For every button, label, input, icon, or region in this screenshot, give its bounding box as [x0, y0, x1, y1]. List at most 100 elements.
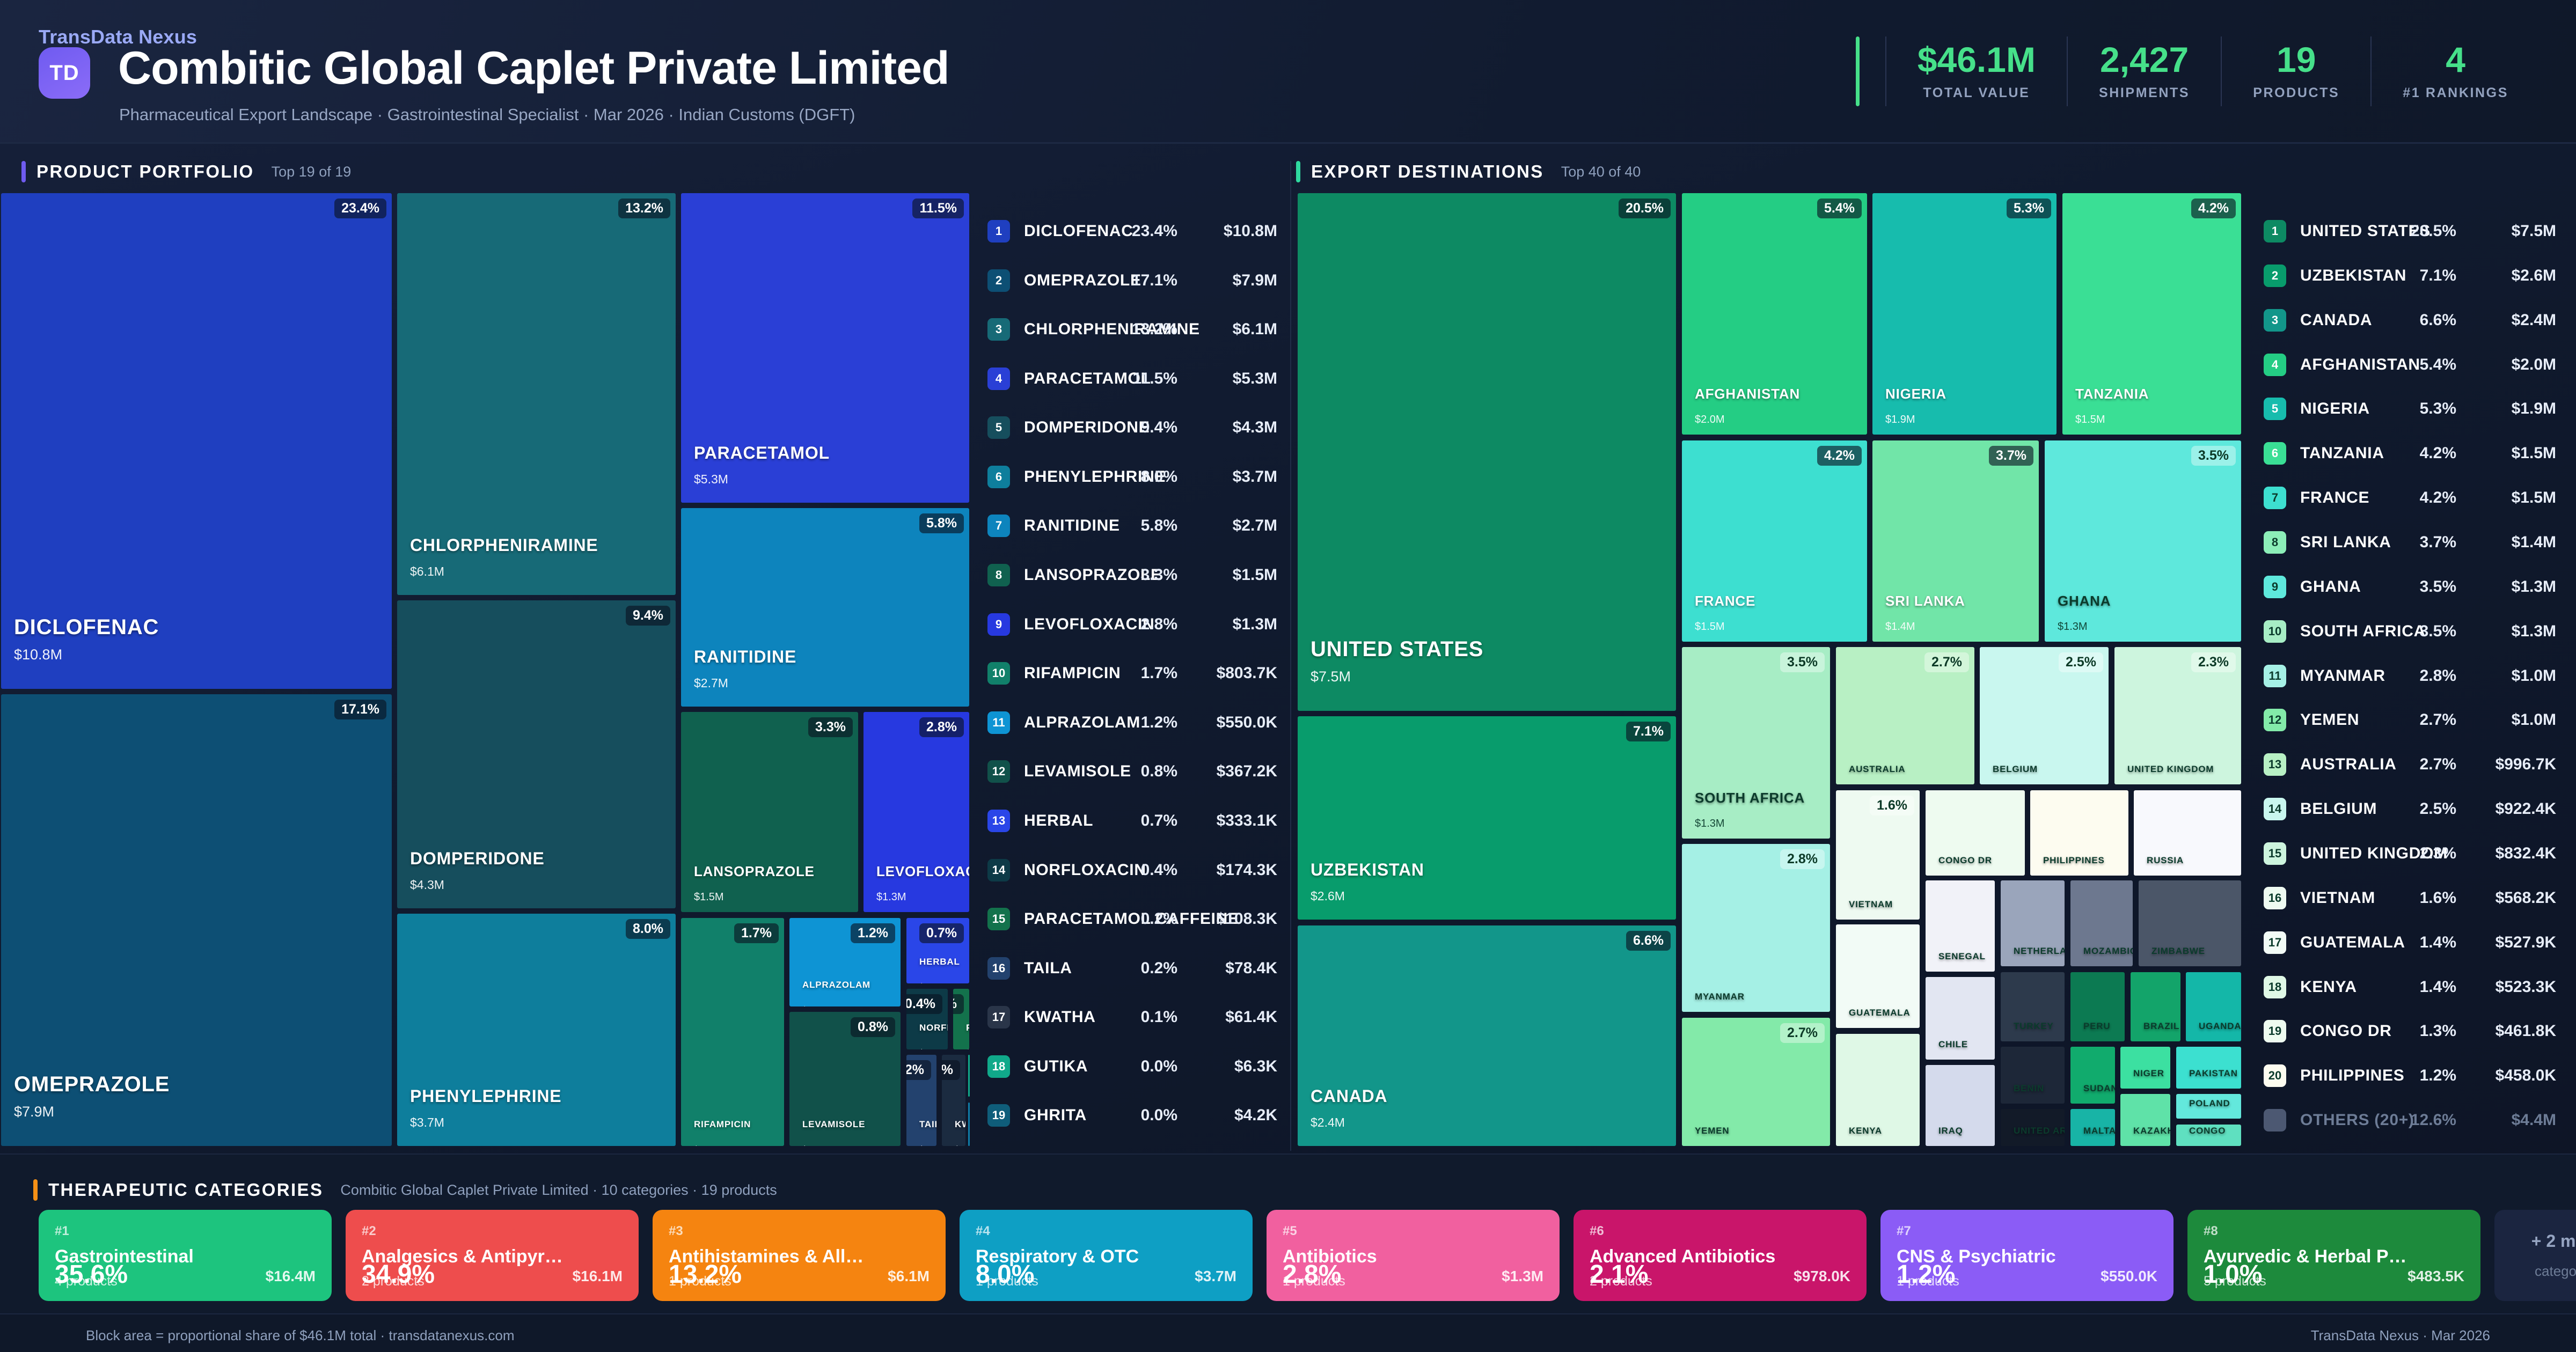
treemap-tile[interactable]: 1.2% ALPRAZOLAM $550.0K [789, 918, 901, 1006]
rank-row[interactable]: 4 PARACETAMOL 11.5% $5.3M [987, 362, 1277, 395]
more-categories-card[interactable]: + 2 more categories [2494, 1210, 2576, 1301]
treemap-tile[interactable]: 20.5% UNITED STATES $7.5M [1298, 193, 1676, 711]
rank-row[interactable]: 3 CANADA 6.6% $2.4M [2264, 304, 2556, 337]
rank-row[interactable]: 6 PHENYLEPHRINE 8.0% $3.7M [987, 460, 1277, 494]
rank-row[interactable]: 9 GHANA 3.5% $1.3M [2264, 570, 2556, 604]
treemap-tile[interactable]: 0.7% HERBAL $333.1K [906, 918, 969, 983]
rank-row[interactable]: 6 TANZANIA 4.2% $1.5M [2264, 437, 2556, 470]
treemap-tile[interactable]: IRAQ [1926, 1065, 1995, 1146]
rank-row[interactable]: 19 CONGO DR 1.3% $461.8K [2264, 1015, 2556, 1048]
destination-treemap[interactable]: 20.5% UNITED STATES $7.5M 7.1% UZBEKISTAN $2.… [1298, 193, 2243, 1148]
treemap-tile[interactable]: 2.3% UNITED KINGDOM [2114, 647, 2241, 784]
treemap-tile[interactable]: 2.7% YEMEN [1682, 1018, 1830, 1146]
rank-row[interactable]: 13 HERBAL 0.7% $333.1K [987, 804, 1277, 837]
rank-row[interactable]: 1 UNITED STATES 20.5% $7.5M [2264, 215, 2556, 248]
treemap-tile[interactable]: 0.0%GUTIKA$6.3K [968, 1055, 970, 1097]
rank-row[interactable]: 7 RANITIDINE 5.8% $2.7M [987, 509, 1277, 542]
treemap-tile[interactable]: 4.2% TANZANIA $1.5M [2062, 193, 2241, 435]
rank-row[interactable]: 20 PHILIPPINES 1.2% $458.0K [2264, 1059, 2556, 1092]
rank-row[interactable]: 8 LANSOPRAZOLE 3.3% $1.5M [987, 559, 1277, 592]
category-card[interactable]: #3 Antihistamines & All… 1 products 13.2% $6… [653, 1210, 946, 1301]
rank-row[interactable]: 15 UNITED KINGDOM 2.3% $832.4K [2264, 837, 2556, 870]
treemap-tile[interactable]: 3.5% GHANA $1.3M [2045, 440, 2241, 642]
category-card[interactable]: #5 Antibiotics 1 products 2.8% $1.3M [1267, 1210, 1560, 1301]
treemap-tile[interactable]: 0.2% PARACETAMOL … $108.3K [953, 989, 969, 1049]
treemap-tile[interactable]: TURKEY [2001, 972, 2065, 1041]
treemap-tile[interactable]: NIGER [2120, 1047, 2170, 1089]
treemap-tile[interactable]: 3.3% LANSOPRAZOLE $1.5M [681, 712, 858, 912]
treemap-tile[interactable]: GUATEMALA [1836, 924, 1920, 1028]
treemap-tile[interactable]: MALTA [2070, 1109, 2115, 1146]
treemap-tile[interactable]: SENEGAL [1926, 880, 1995, 972]
rank-row[interactable]: 8 SRI LANKA 3.7% $1.4M [2264, 526, 2556, 559]
rank-row[interactable]: 17 KWATHA 0.1% $61.4K [987, 1001, 1277, 1034]
rank-row[interactable]: OTHERS (20+) 12.6% $4.4M [2264, 1104, 2556, 1137]
treemap-tile[interactable]: 2.7% AUSTRALIA [1836, 647, 1974, 784]
rank-row[interactable]: 3 CHLORPHENIRAMINE 13.2% $6.1M [987, 313, 1277, 346]
category-card[interactable]: #7 CNS & Psychiatric 1 products 1.2% $550.0K [1880, 1210, 2174, 1301]
treemap-tile[interactable]: 0.0%GHRITA$4.2K [968, 1103, 970, 1146]
treemap-tile[interactable]: 17.1% OMEPRAZOLE $7.9M [1, 694, 392, 1146]
rank-row[interactable]: 13 AUSTRALIA 2.7% $996.7K [2264, 748, 2556, 781]
treemap-tile[interactable]: 7.1% UZBEKISTAN $2.6M [1298, 716, 1676, 920]
category-card[interactable]: #6 Advanced Antibiotics 2 products 2.1% $978… [1574, 1210, 1867, 1301]
treemap-tile[interactable]: PHILIPPINES [2030, 790, 2128, 876]
treemap-tile[interactable]: 0.8% LEVAMISOLE $367.2K [789, 1012, 901, 1146]
treemap-tile[interactable]: 1.6% VIETNAM [1836, 790, 1920, 920]
rank-row[interactable]: 12 YEMEN 2.7% $1.0M [2264, 703, 2556, 737]
treemap-tile[interactable]: CONGO [2176, 1125, 2241, 1146]
rank-row[interactable]: 12 LEVAMISOLE 0.8% $367.2K [987, 755, 1277, 788]
treemap-tile[interactable]: 2.8% MYANMAR [1682, 844, 1830, 1012]
rank-row[interactable]: 14 BELGIUM 2.5% $922.4K [2264, 792, 2556, 826]
rank-row[interactable]: 5 NIGERIA 5.3% $1.9M [2264, 392, 2556, 425]
treemap-tile[interactable]: PAKISTAN [2176, 1047, 2241, 1089]
treemap-tile[interactable]: BENIN [2001, 1047, 2065, 1104]
rank-row[interactable]: 18 KENYA 1.4% $523.3K [2264, 971, 2556, 1004]
rank-row[interactable]: 2 UZBEKISTAN 7.1% $2.6M [2264, 259, 2556, 292]
treemap-tile[interactable]: POLAND [2176, 1094, 2241, 1119]
treemap-tile[interactable]: 6.6% CANADA $2.4M [1298, 925, 1676, 1146]
treemap-tile[interactable]: BRAZIL [2131, 972, 2180, 1041]
rank-row[interactable]: 9 LEVOFLOXACIN 2.8% $1.3M [987, 608, 1277, 641]
rank-row[interactable]: 15 PARACETAMOL CAFFEINE 0.2% $108.3K [987, 902, 1277, 936]
treemap-tile[interactable]: 5.3% NIGERIA $1.9M [1872, 193, 2057, 435]
treemap-tile[interactable]: 0.2% TAILA $78.4K [906, 1055, 936, 1146]
treemap-tile[interactable]: KENYA [1836, 1034, 1920, 1146]
rank-row[interactable]: 11 ALPRAZOLAM 1.2% $550.0K [987, 706, 1277, 739]
treemap-tile[interactable]: 0.4% NORFLOXACIN $174.3K [906, 989, 948, 1049]
treemap-tile[interactable]: 2.8% LEVOFLOXACIN $1.3M [863, 712, 969, 912]
treemap-tile[interactable]: 5.4% AFGHANISTAN $2.0M [1682, 193, 1867, 435]
rank-row[interactable]: 10 RIFAMPICIN 1.7% $803.7K [987, 657, 1277, 690]
destination-rank-list[interactable]: 1 UNITED STATES 20.5% $7.5M 2 UZBEKISTAN 7.1% $… [2264, 215, 2556, 1148]
treemap-tile[interactable]: KAZAKHSTAN [2120, 1094, 2170, 1146]
treemap-tile[interactable]: 23.4% DICLOFENAC $10.8M [1, 193, 392, 689]
rank-row[interactable]: 1 DICLOFENAC 23.4% $10.8M [987, 215, 1277, 248]
rank-row[interactable]: 5 DOMPERIDONE 9.4% $4.3M [987, 411, 1277, 444]
category-card[interactable]: #4 Respiratory & OTC 1 products 8.0% $3.7M [960, 1210, 1253, 1301]
treemap-tile[interactable]: 11.5% PARACETAMOL $5.3M [681, 193, 969, 503]
treemap-tile[interactable]: ZIMBABWE [2139, 880, 2241, 966]
category-card-list[interactable]: #1 Gastrointestinal 4 products 35.6% $16.4M #… [39, 1210, 2576, 1301]
treemap-tile[interactable]: 9.4% DOMPERIDONE $4.3M [397, 600, 676, 908]
treemap-tile[interactable]: 2.5% BELGIUM [1980, 647, 2109, 784]
category-card[interactable]: #2 Analgesics & Antipyr… 2 products 34.9% $1… [346, 1210, 639, 1301]
rank-row[interactable]: 16 VIETNAM 1.6% $568.2K [2264, 881, 2556, 915]
rank-row[interactable]: 14 NORFLOXACIN 0.4% $174.3K [987, 854, 1277, 887]
rank-row[interactable]: 11 MYANMAR 2.8% $1.0M [2264, 659, 2556, 693]
rank-row[interactable]: 10 SOUTH AFRICA 3.5% $1.3M [2264, 615, 2556, 648]
treemap-tile[interactable]: 1.7% RIFAMPICIN $803.7K [681, 918, 784, 1146]
treemap-tile[interactable]: RUSSIA [2134, 790, 2241, 876]
treemap-tile[interactable]: 3.5% SOUTH AFRICA $1.3M [1682, 647, 1830, 839]
treemap-tile[interactable]: MOZAMBIQUE [2070, 880, 2133, 966]
treemap-tile[interactable]: PERU [2070, 972, 2125, 1041]
treemap-tile[interactable]: 13.2% CHLORPHENIRAMINE $6.1M [397, 193, 676, 595]
treemap-tile[interactable]: UGANDA [2186, 972, 2241, 1041]
treemap-tile[interactable]: 8.0% PHENYLEPHRINE $3.7M [397, 914, 676, 1146]
treemap-tile[interactable]: CHILE [1926, 977, 1995, 1060]
treemap-tile[interactable]: 5.8% RANITIDINE $2.7M [681, 508, 969, 707]
treemap-tile[interactable]: 4.2% FRANCE $1.5M [1682, 440, 1867, 642]
rank-row[interactable]: 17 GUATEMALA 1.4% $527.9K [2264, 926, 2556, 959]
rank-row[interactable]: 18 GUTIKA 0.0% $6.3K [987, 1050, 1277, 1083]
product-rank-list[interactable]: 1 DICLOFENAC 23.4% $10.8M 2 OMEPRAZOLE 17.1% $7… [987, 215, 1277, 1148]
rank-row[interactable]: 4 AFGHANISTAN 5.4% $2.0M [2264, 348, 2556, 381]
